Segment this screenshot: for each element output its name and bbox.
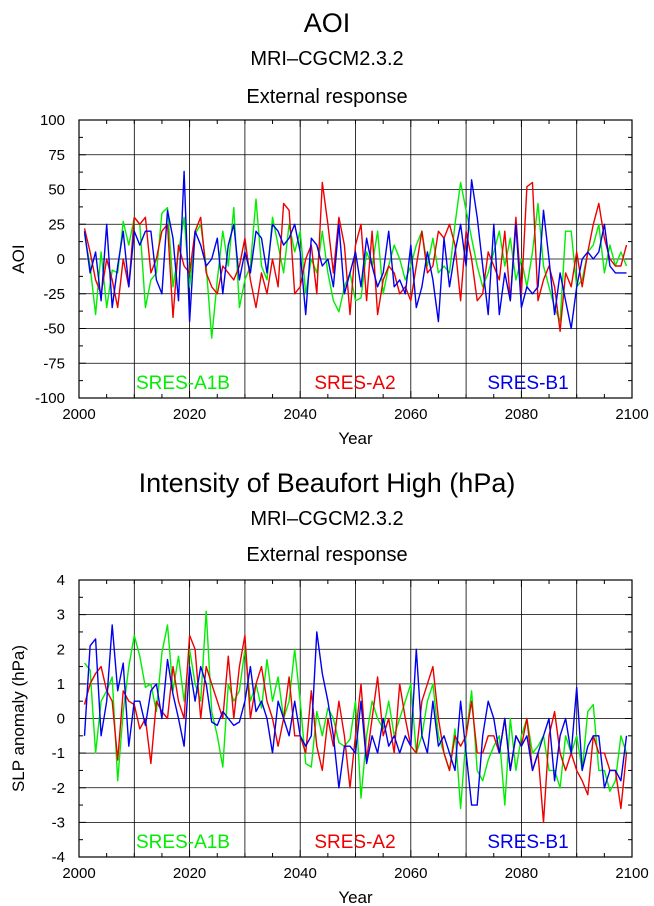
slp-x-tick-label: 2060 — [394, 865, 427, 882]
slp-y-tick-label: -4 — [52, 849, 65, 866]
slp-y-tick-label: 0 — [57, 711, 65, 728]
aoi-y-tick-label: 75 — [48, 147, 65, 164]
aoi-x-tick-label: 2000 — [62, 406, 95, 423]
slp-x-tick-label: 2080 — [505, 865, 538, 882]
aoi-plot: 2000 2020 2040 2060 2080 2100 -100 -75 -50 -25 0 25… — [9, 112, 649, 448]
slp-x-tick-label: 2020 — [173, 865, 206, 882]
aoi-legend-sres-a2: SRES-A2 — [314, 373, 395, 394]
chart1-subtitle2: External response — [246, 86, 408, 108]
aoi-series-sres-a2 — [83, 181, 628, 332]
aoi-y-tick-label: 25 — [48, 216, 65, 233]
aoi-y-tick-label: -50 — [43, 321, 65, 338]
chart2-subtitle: MRI–CGCM2.3.2 — [250, 508, 404, 530]
aoi-y-tick-label: 100 — [40, 112, 65, 129]
aoi-x-tick-label: 2080 — [505, 406, 538, 423]
slp-x-axis-label: Year — [338, 888, 373, 906]
aoi-y-tick-label: -75 — [43, 355, 65, 372]
aoi-y-tick-label: 50 — [48, 182, 65, 199]
aoi-x-axis-label: Year — [338, 429, 373, 448]
slp-legend-sres-a2: SRES-A2 — [314, 832, 395, 853]
slp-y-axis-label: SLP anomaly (hPa) — [9, 645, 28, 792]
slp-y-tick-label: 4 — [57, 572, 65, 589]
aoi-x-tick-label: 2020 — [173, 406, 206, 423]
chart1-subtitle: MRI–CGCM2.3.2 — [250, 48, 404, 70]
aoi-y-tick-label: -25 — [43, 286, 65, 303]
chart2-subtitle2: External response — [246, 544, 408, 566]
aoi-y-tick-label: 0 — [57, 251, 65, 268]
aoi-y-tick-label: -100 — [35, 390, 65, 407]
slp-y-tick-label: 3 — [57, 607, 65, 624]
slp-y-tick-label: -1 — [52, 745, 65, 762]
slp-legend-sres-b1: SRES-B1 — [487, 832, 568, 853]
slp-series-sres-b1 — [83, 624, 628, 806]
slp-legend-sres-a1b: SRES-A1B — [136, 832, 230, 853]
chart1-title: AOI — [303, 8, 351, 38]
aoi-x-tick-label: 2100 — [615, 406, 648, 423]
slp-x-tick-label: 2000 — [62, 865, 95, 882]
slp-plot: 2000 2020 2040 2060 2080 2100 -4 -3 -2 -1 0 1 2 3 4 Yea… — [9, 572, 649, 906]
aoi-series-sres-b1 — [83, 170, 627, 330]
slp-y-tick-label: 1 — [57, 676, 65, 693]
slp-y-tick-label: 2 — [57, 641, 65, 658]
slp-x-tick-label: 2100 — [615, 865, 648, 882]
slp-x-tick-label: 2040 — [284, 865, 317, 882]
slp-y-tick-label: -3 — [52, 814, 65, 831]
chart2-title: Intensity of Beaufort High (hPa) — [138, 468, 516, 498]
aoi-x-tick-label: 2060 — [394, 406, 427, 423]
aoi-y-axis-label: AOI — [9, 244, 28, 273]
aoi-legend-sres-b1: SRES-B1 — [487, 373, 568, 394]
aoi-x-tick-label: 2040 — [284, 406, 317, 423]
slp-y-tick-label: -2 — [52, 780, 65, 797]
aoi-series-sres-a1b — [83, 181, 628, 339]
aoi-legend-sres-a1b: SRES-A1B — [136, 373, 230, 394]
